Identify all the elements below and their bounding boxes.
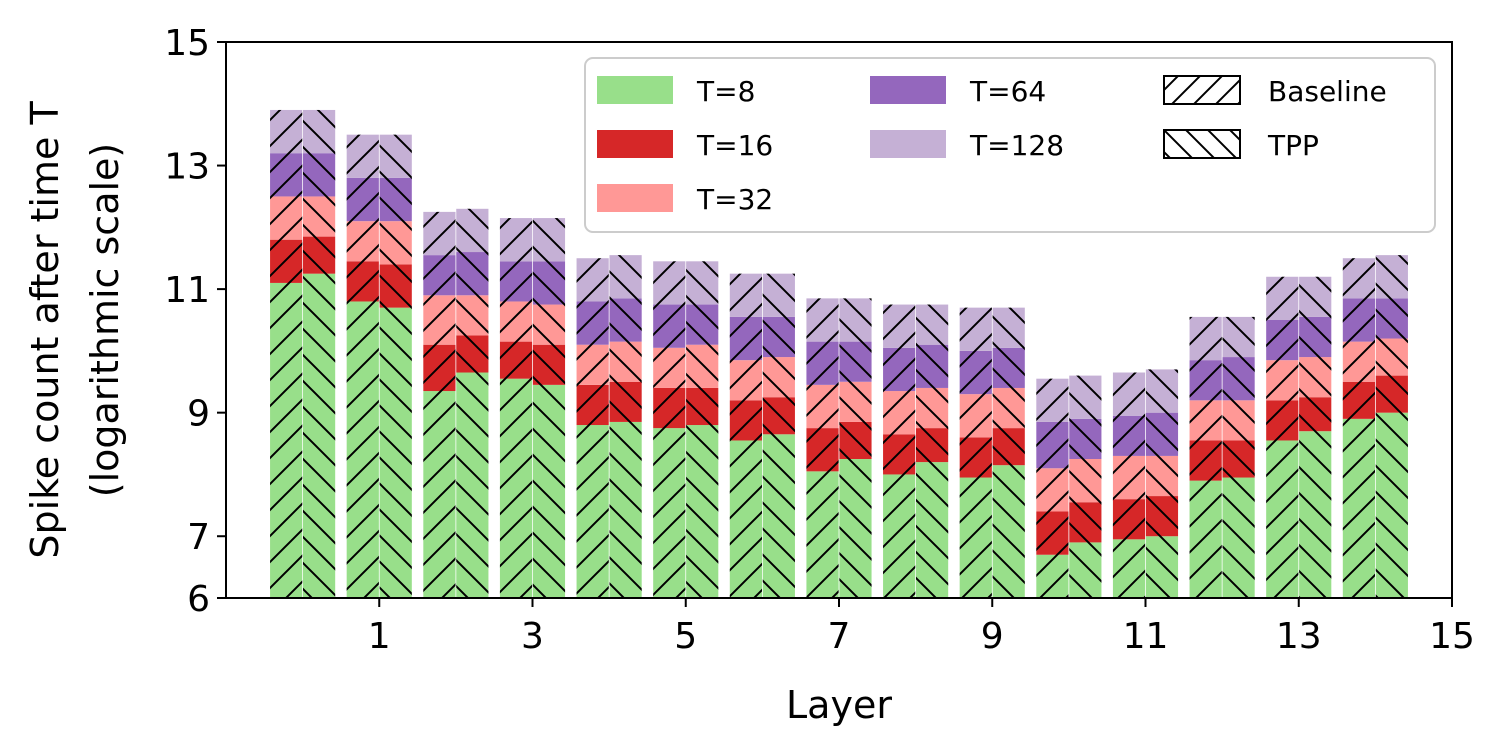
bar-hatch-tpp-layer-6 [762,273,795,598]
bar-hatch-baseline-layer-7 [806,298,839,598]
x-tick-label: 1 [368,616,391,657]
bar-hatch-baseline-layer-4 [576,258,609,598]
y-tick-label: 7 [187,517,210,558]
legend: T=8 T=16 T=32 T=64 T=128 Baseline TPP [584,57,1436,233]
bar-hatch-tpp-layer-9 [992,307,1025,598]
y-tick-label: 11 [164,270,210,311]
legend-swatch-t32 [597,184,673,212]
bar-hatch-tpp-layer-12 [1222,316,1255,598]
legend-label-t8: T=8 [696,75,755,108]
bar-hatch-baseline-layer-10 [1036,378,1069,598]
legend-label-t64: T=64 [969,75,1046,108]
y-tick-label: 9 [187,394,210,435]
bar-hatch-baseline-layer-14 [1342,258,1375,598]
bar-hatch-baseline-layer-13 [1266,276,1299,598]
bar-hatch-tpp-layer-11 [1145,369,1179,598]
bar-hatch-tpp-layer-1 [379,134,412,599]
bar-hatch-baseline-layer-2 [423,211,456,598]
legend-swatch-t64 [870,76,946,104]
legend-swatch-t8 [597,76,673,104]
y-tick-label: 13 [164,147,210,188]
y-axis-title-line2: (logarithmic scale) [83,143,127,498]
bar-hatch-baseline-layer-8 [883,304,916,598]
bar-hatch-tpp-layer-8 [916,304,949,598]
bar-hatch-tpp-layer-14 [1375,255,1408,598]
bar-hatch-tpp-layer-3 [532,218,566,598]
bars-group [270,109,1408,599]
x-tick-label: 11 [1123,616,1169,657]
bar-hatch-tpp-layer-0 [303,109,336,599]
x-axis: 1 3 5 7 9 11 13 15 [368,598,1475,657]
legend-label-t16: T=16 [696,129,773,162]
bar-hatch-tpp-layer-13 [1299,276,1332,598]
legend-label-tpp: TPP [1267,129,1319,162]
x-tick-label: 13 [1276,616,1322,657]
legend-swatch-tpp [1163,129,1241,159]
x-tick-label: 9 [981,616,1004,657]
legend-swatch-t128 [870,130,946,158]
bar-hatch-baseline-layer-11 [1112,372,1146,598]
x-axis-title: Layer [786,683,892,727]
bar-hatch-baseline-layer-5 [653,261,686,598]
legend-swatch-baseline [1163,75,1241,105]
y-axis: 6 7 9 11 13 15 [164,23,226,620]
bar-hatch-baseline-layer-12 [1189,316,1222,598]
legend-swatch-t16 [597,130,673,158]
y-tick-label: 15 [164,23,210,64]
bar-hatch-tpp-layer-5 [686,261,719,598]
x-tick-label: 5 [674,616,697,657]
bar-hatch-baseline-layer-1 [346,134,379,599]
bar-hatch-baseline-layer-6 [729,273,762,598]
x-tick-label: 15 [1429,616,1475,657]
legend-label-t128: T=128 [969,129,1064,162]
legend-label-baseline: Baseline [1268,75,1387,108]
bar-hatch-baseline-layer-0 [270,109,303,599]
bar-hatch-baseline-layer-9 [959,307,992,598]
bar-hatch-tpp-layer-10 [1069,375,1102,598]
x-tick-label: 3 [521,616,544,657]
y-axis-title-line1: Spike count after time T [23,101,67,559]
bar-hatch-tpp-layer-2 [456,208,489,599]
bar-hatch-tpp-layer-4 [609,255,642,598]
bar-hatch-tpp-layer-7 [839,298,872,598]
y-tick-label: 6 [187,579,210,620]
x-tick-label: 7 [828,616,851,657]
bar-hatch-baseline-layer-3 [499,218,533,598]
legend-label-t32: T=32 [696,183,773,216]
